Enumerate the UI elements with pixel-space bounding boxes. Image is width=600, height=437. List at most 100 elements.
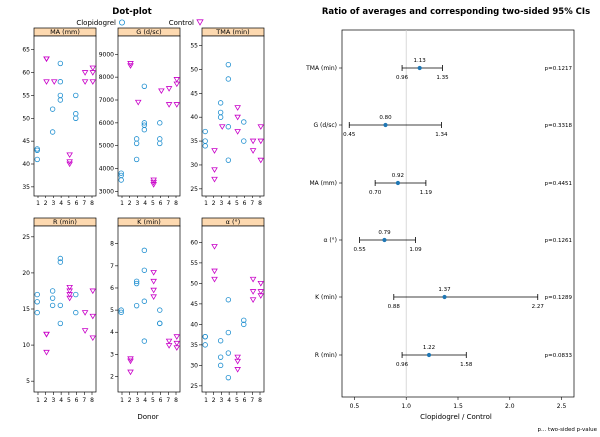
y-tick-label: 30: [190, 162, 198, 169]
point-clopidogrel: [225, 297, 232, 303]
dotplot-xlabel: Donor: [137, 413, 158, 421]
panel-frame: [33, 225, 97, 393]
panel-strip-label: R (min): [53, 218, 77, 226]
point-clopidogrel: [34, 146, 40, 152]
y-tick-label: 45: [190, 301, 198, 308]
x-tick-label: 3: [52, 397, 56, 404]
point-clopidogrel: [217, 354, 224, 360]
point-control: [89, 79, 97, 85]
point-control: [211, 167, 218, 173]
point-control: [249, 289, 257, 295]
point-control: [249, 148, 257, 154]
x-tick-label: 1: [204, 397, 208, 404]
point-control: [165, 343, 173, 349]
point-control: [127, 369, 134, 376]
legend-marker-clopidogrel: [119, 19, 126, 26]
point-control: [134, 99, 142, 106]
x-tick-label: 4: [59, 397, 63, 404]
ci-footnote: p... two-sided p-value: [538, 427, 598, 433]
point-clopidogrel: [241, 119, 247, 125]
y-tick-label: 8: [110, 241, 114, 248]
point-control: [173, 334, 181, 340]
upper-label: 1.34: [435, 132, 448, 138]
x-tick-label: 3: [136, 397, 140, 404]
lower-label: 0.88: [388, 304, 401, 310]
ci-xlabel: Clopidogrel / Control: [420, 413, 492, 421]
point-control: [257, 289, 265, 295]
panel-strip-label: TMA (min): [215, 28, 249, 36]
point-clopidogrel: [225, 61, 232, 68]
x-tick-label: 3: [220, 200, 224, 207]
x-tick-label: 7: [166, 397, 170, 404]
x-tick-label: 3: [220, 397, 224, 404]
estimate-label: 0.80: [379, 115, 392, 121]
x-tick-label: 4: [59, 200, 63, 207]
upper-label: 2.27: [532, 304, 545, 310]
y-tick-label: 50: [190, 280, 198, 287]
y-tick-label: 8000: [99, 74, 114, 81]
point-control: [173, 77, 181, 83]
point-clopidogrel: [225, 374, 232, 381]
y-tick-label: 35: [190, 138, 198, 145]
y-tick-label: 65: [22, 47, 30, 54]
point-clopidogrel: [133, 278, 140, 285]
point-clopidogrel: [202, 333, 208, 340]
point-clopidogrel: [49, 129, 56, 135]
y-tick-label: 25: [22, 234, 30, 241]
point-control: [234, 367, 241, 373]
lower-label: 0.70: [369, 190, 382, 196]
point-clopidogrel: [57, 255, 64, 262]
x-tick-label: 7: [82, 200, 86, 207]
ci-row: MA (mm) 0.92 0.70 1.19 p=0.4451: [309, 173, 572, 196]
point-clopidogrel: [225, 329, 232, 336]
point-control: [43, 56, 50, 63]
ci-estimate: [395, 180, 401, 186]
y-tick-label: 10: [22, 342, 30, 349]
legend-marker-control: [196, 19, 204, 26]
point-clopidogrel: [141, 338, 148, 344]
point-clopidogrel: [157, 307, 163, 313]
row-label: TMA (min): [305, 65, 337, 72]
point-control: [211, 148, 218, 154]
row-label: R (min): [315, 352, 337, 359]
upper-label: 1.09: [409, 247, 422, 253]
point-control: [173, 340, 181, 347]
point-control: [249, 276, 257, 283]
x-tick-label: 1: [204, 200, 208, 207]
panel-frame: [201, 35, 265, 197]
y-tick-label: 50: [190, 66, 198, 73]
panel-frame: [117, 35, 181, 197]
upper-label: 1.58: [460, 362, 473, 368]
dot-plot-grid: Dot-plot Clopidogrel Control Donor MA (m…: [22, 7, 265, 421]
x-tick-label: 8: [258, 397, 262, 404]
point-control: [150, 270, 157, 276]
y-tick-label: 7000: [99, 97, 114, 104]
y-tick-label: 55: [190, 43, 198, 50]
x-tick-label: 7: [82, 397, 86, 404]
x-tick-label: 5: [235, 397, 239, 404]
point-control: [43, 79, 50, 85]
point-clopidogrel: [217, 114, 224, 120]
x-tick-label: 5: [235, 200, 239, 207]
x-tick-label: 6: [75, 397, 79, 404]
point-control: [257, 293, 265, 299]
x-tick-label: 2: [128, 397, 132, 404]
panel-strip-label: MA (mm): [50, 28, 80, 36]
point-control: [81, 310, 89, 316]
point-control: [211, 244, 218, 250]
lower-label: 0.96: [396, 75, 409, 81]
point-control: [150, 287, 157, 294]
y-tick-label: 35: [22, 184, 30, 191]
y-tick-label: 55: [190, 260, 198, 267]
estimate-label: 0.79: [378, 230, 391, 236]
panel-strip-label: K (min): [137, 218, 161, 226]
legend-label-clopidogrel: Clopidogrel: [76, 19, 116, 27]
y-tick-label: 6: [110, 285, 114, 292]
estimate-label: 1.37: [438, 287, 451, 293]
x-tick-label: 7: [250, 200, 254, 207]
point-control: [66, 284, 73, 291]
panel-frame: [33, 35, 97, 197]
